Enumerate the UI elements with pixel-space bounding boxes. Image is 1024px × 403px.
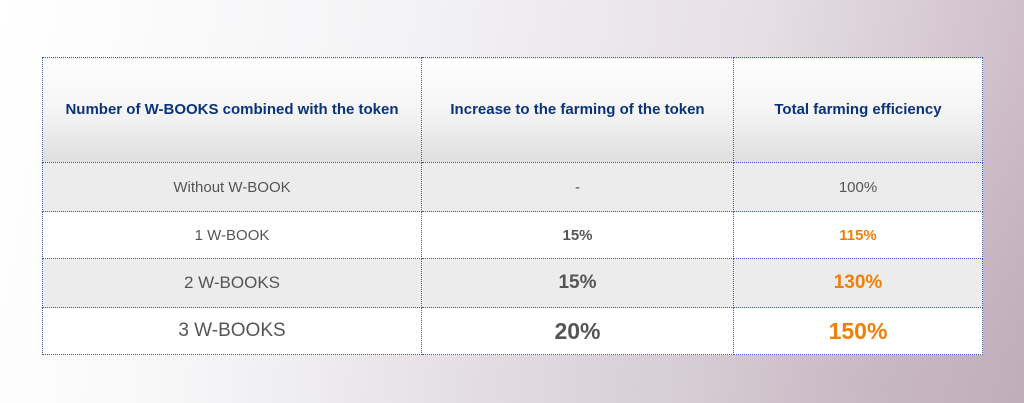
wbooks-count-cell: 1 W-BOOK <box>42 211 422 259</box>
farming-increase-cell: 15% <box>421 211 734 259</box>
table-header-row: Number of W-BOOKS combined with the toke… <box>42 57 983 163</box>
header-total-efficiency: Total farming efficiency <box>733 57 983 163</box>
header-farming-increase: Increase to the farming of the token <box>421 57 734 163</box>
wbooks-count-cell: 2 W-BOOKS <box>42 258 422 308</box>
total-efficiency-cell: 100% <box>733 162 983 212</box>
wbooks-count-cell: Without W-BOOK <box>42 162 422 212</box>
farming-increase-cell: 20% <box>421 307 734 355</box>
farming-increase-cell: - <box>421 162 734 212</box>
total-efficiency-cell: 130% <box>733 258 983 308</box>
farming-efficiency-table: Number of W-BOOKS combined with the toke… <box>42 57 983 355</box>
wbooks-count-cell: 3 W-BOOKS <box>42 307 422 355</box>
table-row: Without W-BOOK - 100% <box>42 162 983 212</box>
table-row: 1 W-BOOK 15% 115% <box>42 211 983 259</box>
farming-increase-cell: 15% <box>421 258 734 308</box>
table-row: 2 W-BOOKS 15% 130% <box>42 258 983 308</box>
table-row: 3 W-BOOKS 20% 150% <box>42 307 983 355</box>
header-wbooks-count: Number of W-BOOKS combined with the toke… <box>42 57 422 163</box>
total-efficiency-cell: 115% <box>733 211 983 259</box>
total-efficiency-cell: 150% <box>733 307 983 355</box>
